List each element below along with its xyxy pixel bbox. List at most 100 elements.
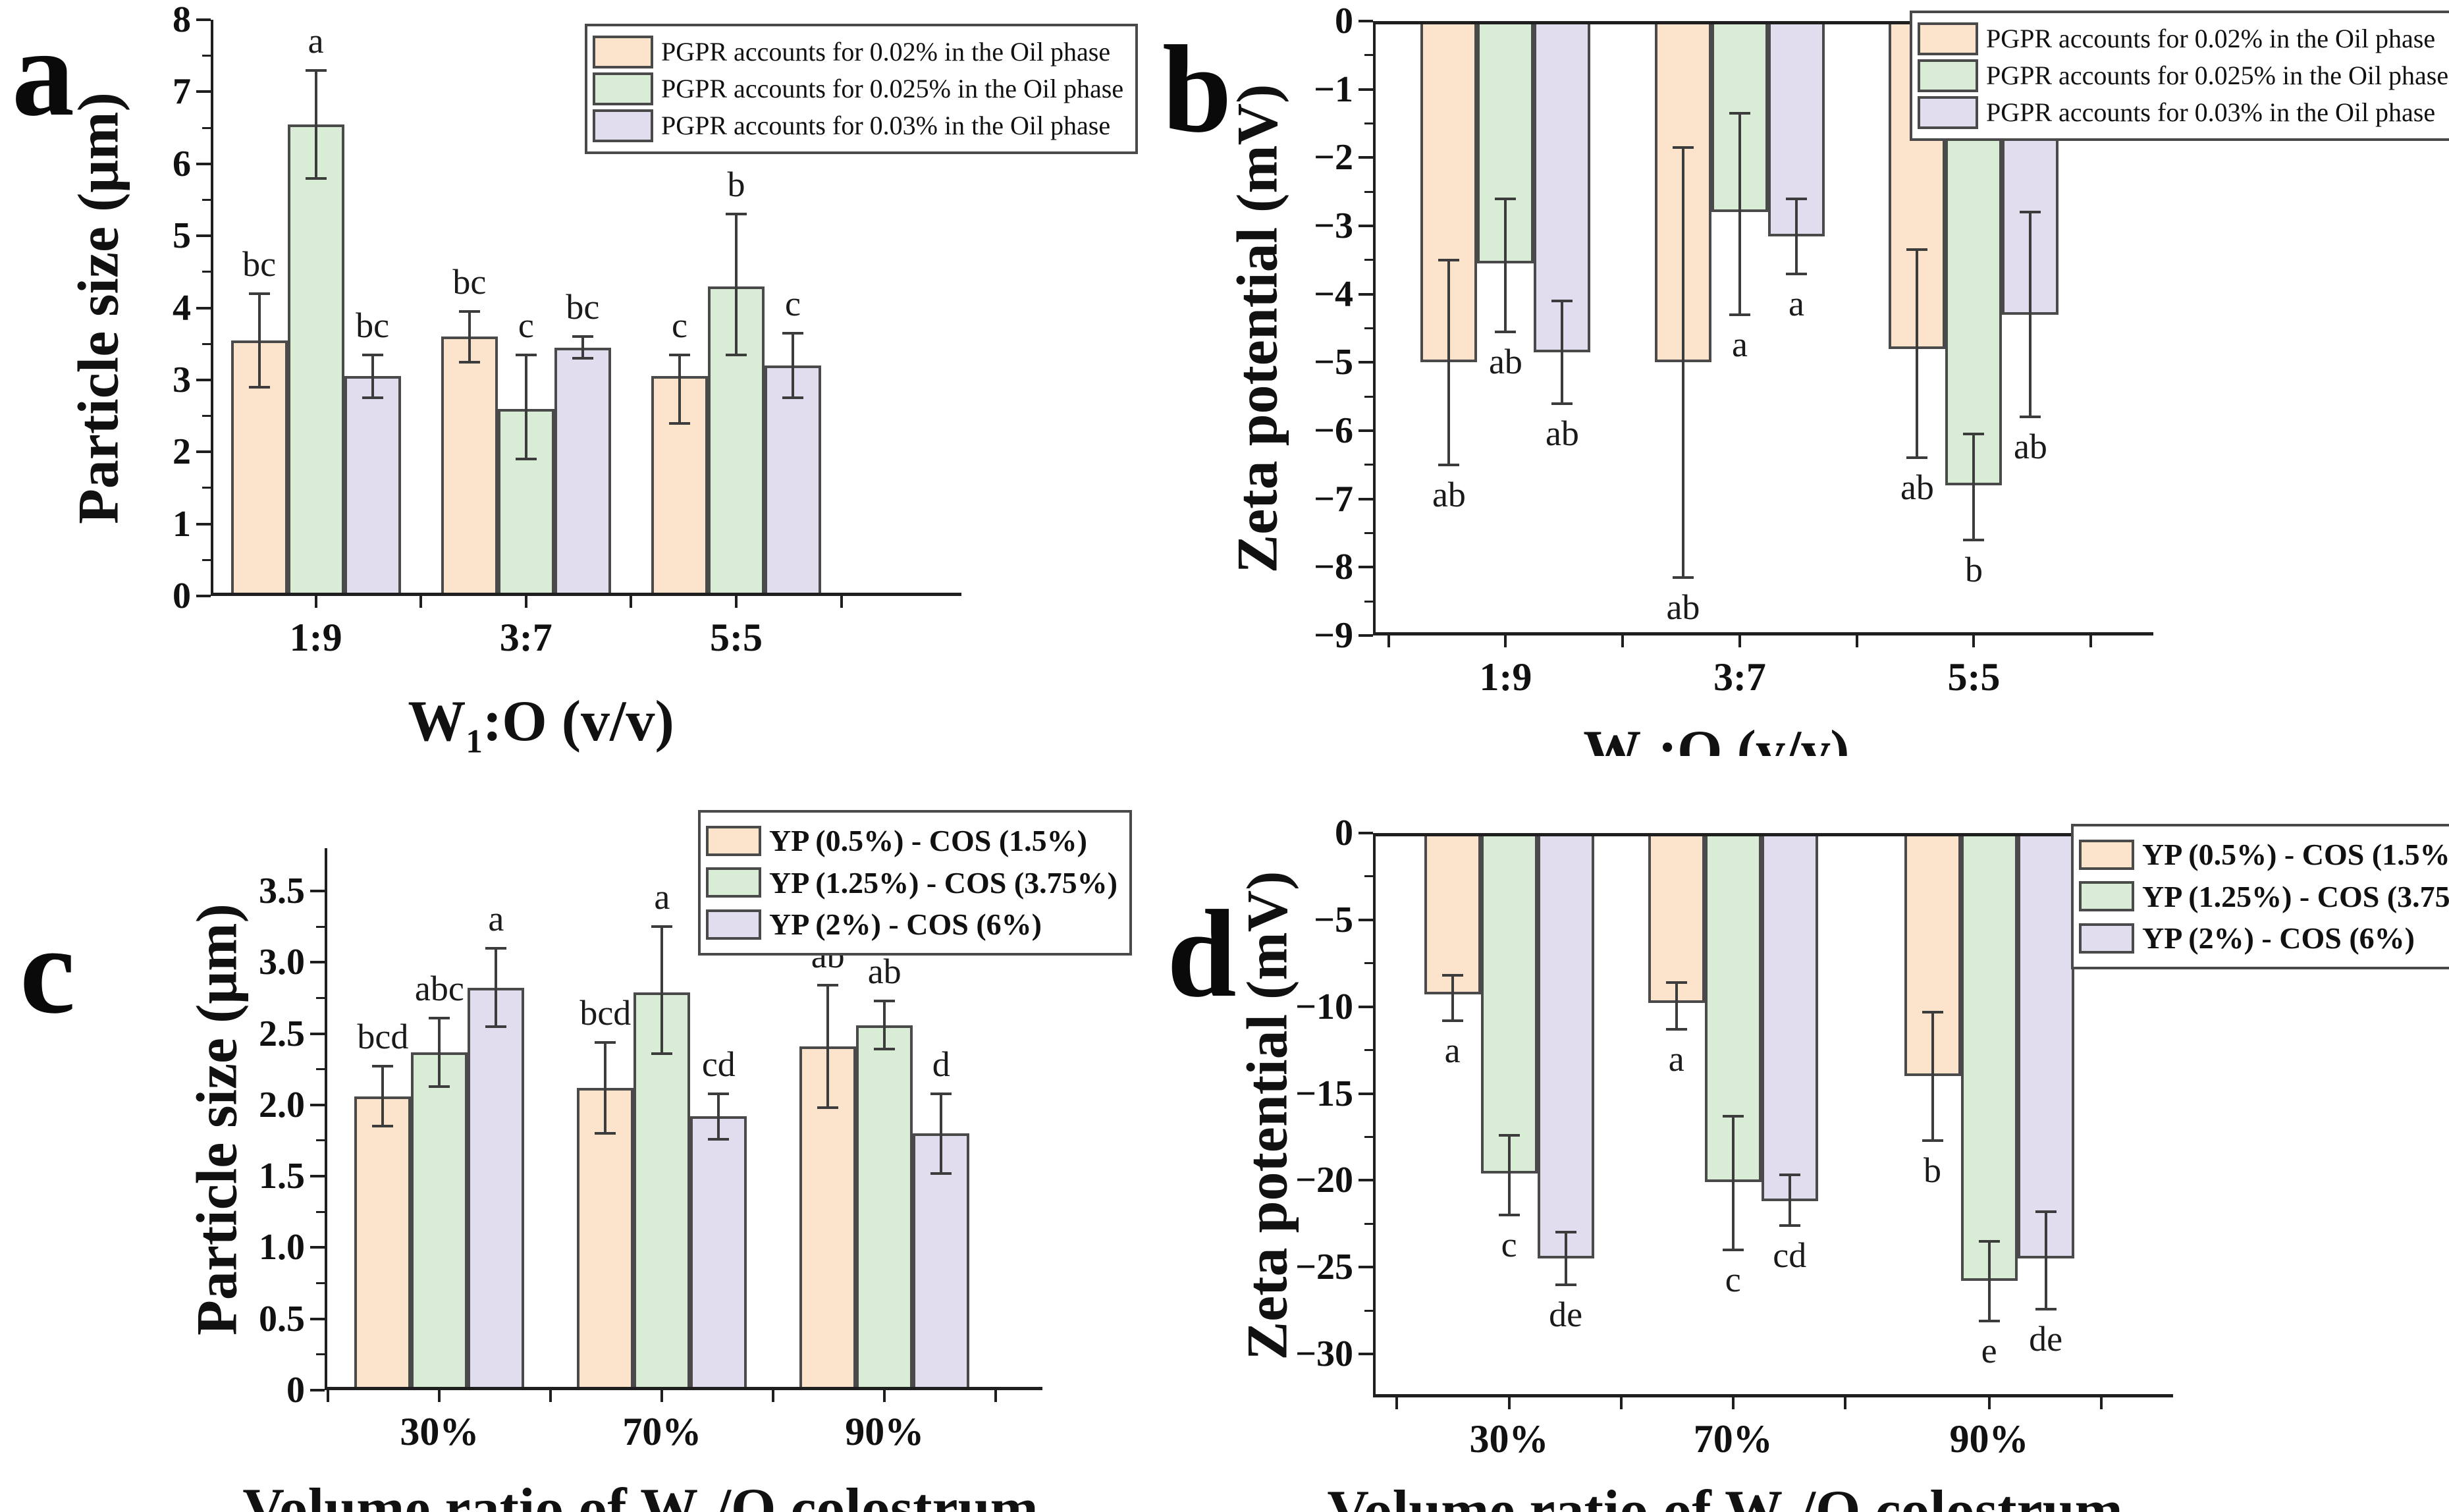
error-bar-cap [1722,1114,1744,1118]
y-minor-tick [316,996,325,999]
significance-letter: a [1731,324,1748,364]
error-bar-cap [1495,197,1517,200]
error-bar [1561,301,1564,404]
x-tick [549,1390,552,1402]
x-tick [1855,635,1858,647]
x-tick [438,1390,441,1402]
y-minor-tick [1364,395,1373,398]
error-bar [468,311,471,362]
error-bar [1681,147,1684,578]
y-minor-tick [202,271,211,273]
error-bar [792,333,794,398]
error-bar [1507,1135,1511,1216]
x-tick [630,596,633,608]
significance-letter: c [1501,1225,1517,1265]
y-tick-label: −3 [1314,205,1353,246]
x-tick [1387,635,1390,647]
bar [468,988,525,1390]
y-tick-label: 7 [173,71,191,113]
error-bar [604,1042,607,1134]
bar [913,1133,970,1390]
error-bar-cap [930,1092,952,1095]
error-bar [257,293,261,387]
significance-letter: cd [701,1044,736,1084]
bar [1960,833,2018,1282]
y-tick [1359,634,1373,637]
y-tick [1359,20,1373,22]
y-tick-label: 8 [173,0,191,40]
y-tick-label: −20 [1295,1160,1353,1201]
legend-label: YP (2%) - COS (6%) [769,907,1042,941]
y-tick [1359,1179,1373,1182]
error-bar-cap [2020,211,2041,214]
legend-item: YP (1.25%) - COS (3.75%) [706,864,1117,902]
legend-item: YP (0.5%) - COS (1.5%) [2079,836,2449,874]
error-bar-cap [305,176,327,180]
error-bar-cap [1906,248,1928,252]
legend-item: PGPR accounts for 0.025% in the Oil phas… [1918,59,2448,92]
significance-letter: abc [414,968,464,1008]
y-tick [1359,156,1373,159]
legend-swatch [706,825,761,856]
y-tick [196,90,211,94]
significance-letter: b [1924,1150,1942,1190]
error-bar-cap [708,1137,730,1141]
y-tick [310,1175,325,1178]
y-tick [1359,1266,1373,1269]
error-bar-cap [1438,463,1460,466]
y-tick-label: −2 [1314,137,1353,178]
y-tick-label: 3 [173,359,191,400]
y-tick-label: −9 [1314,615,1353,656]
panel-d: d a a b c c e de cd de 0 −5 −10 −15 −20 −25 −30 30% 70% 90… [1152,756,2449,1512]
significance-letter: bc [356,305,390,345]
legend-swatch [706,909,761,940]
error-bar [581,337,584,359]
error-bar [1451,975,1454,1021]
error-bar-cap [1551,402,1573,405]
y-minor-tick [1364,259,1373,261]
x-tick [1621,635,1625,647]
error-bar-cap [515,458,537,461]
error-bar-cap [1495,330,1517,333]
y-tick-label: 3.5 [259,870,305,911]
error-bar-cap [362,396,383,400]
significance-letter: c [672,305,687,345]
error-bar [371,354,374,398]
error-bar-cap [1441,974,1463,977]
bar [1424,833,1481,995]
y-tick [310,961,325,964]
error-bar [1564,1232,1567,1285]
error-bar [381,1066,385,1127]
error-bar-cap [1922,1139,1943,1142]
error-bar-cap [1555,1283,1576,1286]
error-bar-cap [782,396,803,400]
y-tick-label: −25 [1295,1247,1353,1288]
significance-letter: a [1668,1039,1684,1079]
bar [856,1025,913,1390]
y-tick-label: −30 [1295,1334,1353,1375]
error-bar-cap [726,213,747,216]
y-tick [196,18,211,21]
x-axis-title: Volume ratio of W1/O colostrum [1327,1479,2123,1512]
y-tick-label: −10 [1295,986,1353,1027]
significance-letter: ab [1666,587,1700,627]
legend-label: PGPR accounts for 0.025% in the Oil phas… [1986,61,2449,90]
error-bar-cap [485,1025,507,1028]
y-tick [1359,225,1373,227]
x-axis-title: W1:O (v/v) [1583,719,1850,756]
error-bar [883,1000,886,1050]
error-bar-cap [1779,1224,1800,1227]
significance-letter: c [1725,1259,1741,1299]
error-bar-cap [1722,1248,1744,1251]
bar [690,1116,747,1390]
panel-b: b ab ab ab ab a b ab a ab 0 −1 −2 −3 −4 −5 −6 −7 −8 −9 1:9 3… [1152,0,2449,756]
category-label: 90% [845,1410,925,1453]
error-bar [678,354,681,423]
y-tick-label: 1.0 [259,1227,305,1268]
error-bar [1675,982,1678,1029]
legend-item: YP (1.25%) - COS (3.75%) [2079,878,2449,916]
y-minor-tick [1364,532,1373,534]
y-tick-label: −15 [1295,1073,1353,1114]
bar [411,1052,468,1390]
error-bar [1788,1175,1791,1226]
